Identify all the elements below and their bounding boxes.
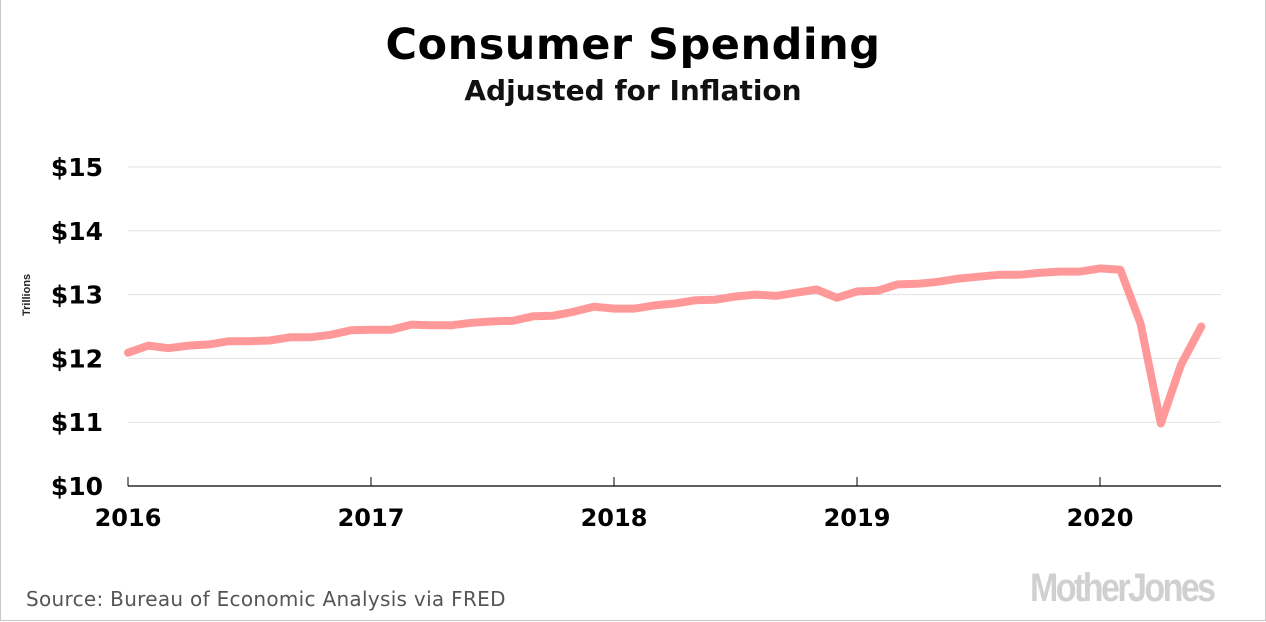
x-tick-label: 2019 — [824, 504, 891, 532]
y-tick-label: $14 — [51, 217, 103, 246]
x-tick-label: 2017 — [338, 504, 405, 532]
y-tick-label: $10 — [51, 472, 103, 501]
x-tick-label: 2018 — [581, 504, 648, 532]
y-tick-label: $13 — [51, 281, 103, 310]
x-axis — [127, 477, 1221, 487]
series-lines — [124, 264, 1206, 428]
y-tick-label: $15 — [51, 153, 103, 182]
x-tick-labels: 2016 2017 2018 2019 2020 — [95, 504, 1134, 532]
x-tick-label: 2016 — [95, 504, 162, 532]
mother-jones-logo: MotherJones — [1030, 566, 1216, 610]
chart-title: Consumer Spending — [385, 20, 881, 70]
y-tick-labels: $10 $11 $12 $13 $14 $15 — [51, 153, 103, 501]
series-line — [124, 264, 1206, 428]
gridlines — [128, 166, 1221, 423]
source-note: Source: Bureau of Economic Analysis via … — [26, 587, 506, 611]
x-tick-label: 2020 — [1067, 504, 1134, 532]
y-tick-label: $12 — [51, 344, 103, 373]
y-tick-label: $11 — [51, 408, 103, 437]
chart-subtitle: Adjusted for Inflation — [464, 74, 802, 107]
